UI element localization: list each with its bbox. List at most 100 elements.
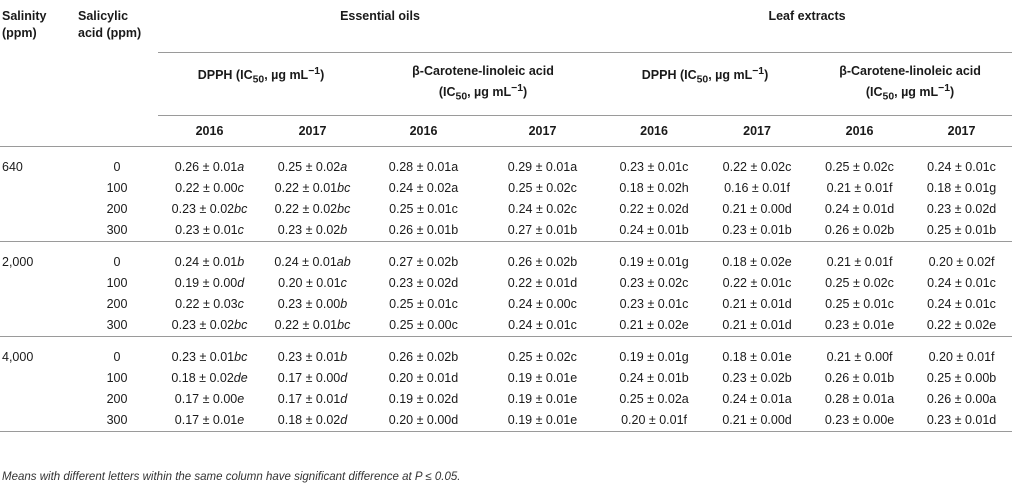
group-spacer [0, 242, 1012, 253]
footnote: Means with different letters within the … [2, 471, 461, 483]
value-cell: 0.23 ± 0.01e [808, 315, 912, 337]
value-cell: 0.25 ± 0.02c [825, 160, 894, 174]
value-cell: 0.23 ± 0.02bc [171, 202, 248, 216]
value-cell: 0.22 ± 0.03c [175, 297, 244, 311]
value-cell: 0.25 ± 0.01c [389, 297, 458, 311]
value-cell: 0.23 ± 0.02bc [158, 315, 261, 337]
value-cell: 0.19 ± 0.02d [388, 392, 459, 406]
value-cell: 0.23 ± 0.01b [706, 220, 809, 242]
value-cell: 0.23 ± 0.01c [158, 220, 261, 242]
salicylic-cell: 200 [106, 392, 128, 406]
value-cell: 0.26 ± 0.01b [824, 371, 895, 385]
salinity-cell: 640 [2, 160, 23, 174]
eo-carotene-header: β-Carotene-linoleic acid (IC50, µg mL−1) [364, 52, 603, 116]
value-cell: 0.22 ± 0.01bc [274, 181, 351, 195]
year-header: 2016 [602, 115, 707, 147]
value-cell: 0.20 ± 0.01f [928, 350, 995, 364]
value-cell: 0.23 ± 0.01b [277, 350, 348, 364]
header-row-1: Salinity (ppm) Salicylic acid (ppm) Essent… [0, 0, 1012, 53]
value-cell: 0.21 ± 0.00f [826, 350, 893, 364]
salinity-cell [0, 220, 76, 242]
value-cell: 0.19 ± 0.01g [619, 350, 689, 364]
value-cell: 0.23 ± 0.01d [911, 410, 1012, 432]
year-header: 2017 [261, 115, 364, 147]
value-cell: 0.23 ± 0.02d [388, 276, 459, 290]
value-cell: 0.22 ± 0.02e [911, 315, 1012, 337]
value-cell: 0.22 ± 0.01d [507, 276, 578, 290]
value-cell: 0.23 ± 0.00b [277, 297, 348, 311]
value-cell: 0.21 ± 0.01f [826, 181, 893, 195]
value-cell: 0.18 ± 0.01e [722, 350, 792, 364]
year-header: 2017 [911, 115, 1012, 147]
value-cell: 0.25 ± 0.02c [825, 276, 894, 290]
value-cell: 0.24 ± 0.00c [508, 297, 577, 311]
value-cell: 0.24 ± 0.02a [388, 181, 459, 195]
salinity-cell: 2,000 [2, 255, 34, 269]
value-cell: 0.26 ± 0.02b [388, 350, 459, 364]
value-cell: 0.25 ± 0.02c [508, 350, 577, 364]
value-cell: 0.25 ± 0.00b [926, 371, 997, 385]
table-row: 4,000 0 0.23 ± 0.01bc 0.23 ± 0.01b 0.26 ± 0.… [0, 347, 1012, 368]
value-cell: 0.25 ± 0.02a [277, 160, 348, 174]
leaf-extracts-header: Leaf extracts [602, 0, 1012, 53]
salinity-cell: 4,000 [2, 350, 34, 364]
value-cell: 0.20 ± 0.01d [388, 371, 459, 385]
table-row: 2,000 0 0.24 ± 0.01b 0.24 ± 0.01ab 0.27 ± 0.… [0, 252, 1012, 273]
value-cell: 0.24 ± 0.01d [824, 202, 895, 216]
value-cell: 0.19 ± 0.01e [507, 392, 578, 406]
value-cell: 0.23 ± 0.02b [261, 220, 364, 242]
value-cell: 0.26 ± 0.00a [926, 392, 997, 406]
table-row: 640 0 0.26 ± 0.01a 0.25 ± 0.02a 0.28 ± 0.01a… [0, 157, 1012, 178]
year-row: 2016 2017 2016 2017 2016 2017 2016 2017 [0, 115, 1012, 147]
value-cell: 0.24 ± 0.02c [508, 202, 577, 216]
value-cell: 0.27 ± 0.01b [483, 220, 603, 242]
salicylic-cell: 200 [106, 202, 128, 216]
value-cell: 0.20 ± 0.01f [602, 410, 707, 432]
salicylic-cell: 100 [106, 276, 128, 290]
value-cell: 0.27 ± 0.02b [388, 255, 459, 269]
value-cell: 0.22 ± 0.01bc [261, 315, 364, 337]
value-cell: 0.21 ± 0.01d [706, 315, 809, 337]
value-cell: 0.25 ± 0.01b [911, 220, 1012, 242]
value-cell: 0.24 ± 0.01b [174, 255, 245, 269]
group-spacer [0, 337, 1012, 348]
value-cell: 0.17 ± 0.00e [174, 392, 245, 406]
value-cell: 0.17 ± 0.01d [277, 392, 348, 406]
value-cell: 0.26 ± 0.02b [808, 220, 912, 242]
value-cell: 0.22 ± 0.02c [722, 160, 792, 174]
value-cell: 0.20 ± 0.00d [364, 410, 483, 432]
table-body: 640 0 0.26 ± 0.01a 0.25 ± 0.02a 0.28 ± 0.01a… [0, 147, 1012, 432]
value-cell: 0.24 ± 0.01ab [274, 255, 351, 269]
salicylic-cell: 0 [113, 255, 121, 269]
value-cell: 0.21 ± 0.02e [602, 315, 707, 337]
table-row: 100 0.22 ± 0.00c 0.22 ± 0.01bc 0.24 ± 0.02a… [0, 178, 1012, 199]
eo-dpph-header: DPPH (IC50, µg mL−1) [158, 52, 364, 116]
value-cell: 0.19 ± 0.00d [174, 276, 245, 290]
value-cell: 0.23 ± 0.02d [926, 202, 997, 216]
value-cell: 0.23 ± 0.01c [619, 297, 689, 311]
value-cell: 0.23 ± 0.02c [619, 276, 689, 290]
table-row: 300 0.23 ± 0.01c 0.23 ± 0.02b 0.26 ± 0.01b 0… [0, 220, 1012, 242]
value-cell: 0.26 ± 0.01b [364, 220, 483, 242]
le-dpph-header: DPPH (IC50, µg mL−1) [602, 52, 809, 116]
salinity-cell [0, 273, 76, 294]
year-header: 2016 [364, 115, 483, 147]
table-row: 300 0.23 ± 0.02bc 0.22 ± 0.01bc 0.25 ± 0.00… [0, 315, 1012, 337]
salinity-cell [0, 294, 76, 315]
value-cell: 0.22 ± 0.02d [619, 202, 689, 216]
table-row: 100 0.19 ± 0.00d 0.20 ± 0.01c 0.23 ± 0.02d 0… [0, 273, 1012, 294]
salinity-cell [0, 389, 76, 410]
value-cell: 0.25 ± 0.00c [364, 315, 483, 337]
value-cell: 0.17 ± 0.01e [158, 410, 261, 432]
table-row: 200 0.23 ± 0.02bc 0.22 ± 0.02bc 0.25 ± 0.01… [0, 199, 1012, 220]
salicylic-cell: 200 [106, 297, 128, 311]
value-cell: 0.18 ± 0.02d [261, 410, 364, 432]
value-cell: 0.16 ± 0.01f [724, 181, 790, 195]
value-cell: 0.21 ± 0.00d [706, 410, 809, 432]
salicylic-cell: 0 [113, 350, 121, 364]
salicylic-cell: 300 [76, 220, 158, 242]
essential-oils-header: Essential oils [158, 0, 603, 53]
value-cell: 0.19 ± 0.01e [507, 371, 578, 385]
value-cell: 0.17 ± 0.00d [277, 371, 348, 385]
salicylic-cell: 300 [76, 410, 158, 432]
